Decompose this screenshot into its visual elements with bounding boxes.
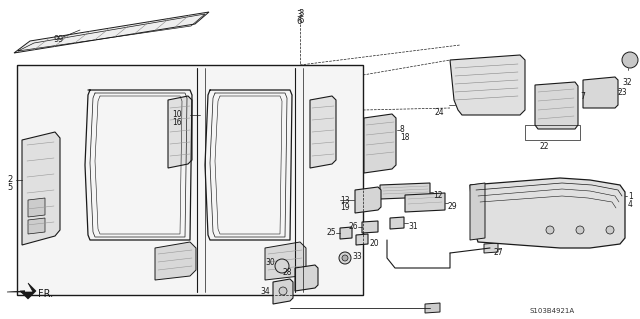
Polygon shape [470,178,625,248]
Polygon shape [273,279,293,304]
Circle shape [622,52,638,68]
Circle shape [275,259,289,273]
Text: 3: 3 [296,10,301,19]
Polygon shape [425,303,440,313]
Polygon shape [364,114,396,173]
Circle shape [279,287,287,295]
Polygon shape [310,96,336,168]
Polygon shape [7,283,36,299]
Text: 20: 20 [370,239,380,248]
Text: 9: 9 [57,35,62,44]
Circle shape [606,226,614,234]
Text: 7: 7 [580,92,585,101]
Text: 8: 8 [400,125,404,134]
Text: 6: 6 [298,16,303,25]
Circle shape [339,252,351,264]
Text: 3: 3 [298,9,303,18]
Polygon shape [380,183,430,199]
Polygon shape [484,243,498,253]
Polygon shape [17,65,363,295]
Text: 29: 29 [448,202,458,211]
Polygon shape [390,217,404,229]
Text: 12: 12 [433,191,442,200]
Polygon shape [340,227,352,239]
Polygon shape [155,242,196,280]
Polygon shape [535,82,578,129]
Text: 32: 32 [622,78,632,87]
Text: 28: 28 [282,268,292,277]
Polygon shape [14,12,209,53]
Polygon shape [295,265,318,291]
Text: 25: 25 [326,228,336,237]
Text: 13: 13 [340,196,349,205]
Text: 19: 19 [340,203,349,212]
Text: 24: 24 [435,108,444,117]
Polygon shape [356,234,368,245]
Text: 5: 5 [7,183,12,192]
Circle shape [342,255,348,261]
Polygon shape [362,221,378,233]
Text: 9: 9 [53,35,58,44]
Text: 23: 23 [618,88,628,97]
Text: 10: 10 [172,110,182,119]
Text: 6: 6 [296,17,301,26]
Polygon shape [28,198,45,217]
Polygon shape [28,218,45,234]
Text: S103B4921A: S103B4921A [530,308,575,314]
Text: 18: 18 [400,133,410,142]
Circle shape [546,226,554,234]
Text: 30: 30 [265,258,275,267]
Text: 31: 31 [408,222,418,231]
Text: 26: 26 [348,222,358,231]
Text: 34: 34 [260,287,270,296]
Circle shape [576,226,584,234]
Polygon shape [355,187,381,213]
Text: 2: 2 [7,175,12,184]
Text: 4: 4 [628,200,633,209]
Text: 27: 27 [494,248,504,257]
Polygon shape [265,242,306,280]
Text: 1: 1 [628,192,633,201]
Polygon shape [583,77,618,108]
Text: 22: 22 [540,142,550,151]
Text: 16: 16 [172,118,182,127]
Polygon shape [450,55,525,115]
Polygon shape [22,132,60,245]
Text: FR.: FR. [38,289,53,299]
Text: 33: 33 [352,252,362,261]
Polygon shape [405,193,445,212]
Polygon shape [470,183,485,240]
Polygon shape [168,96,192,168]
